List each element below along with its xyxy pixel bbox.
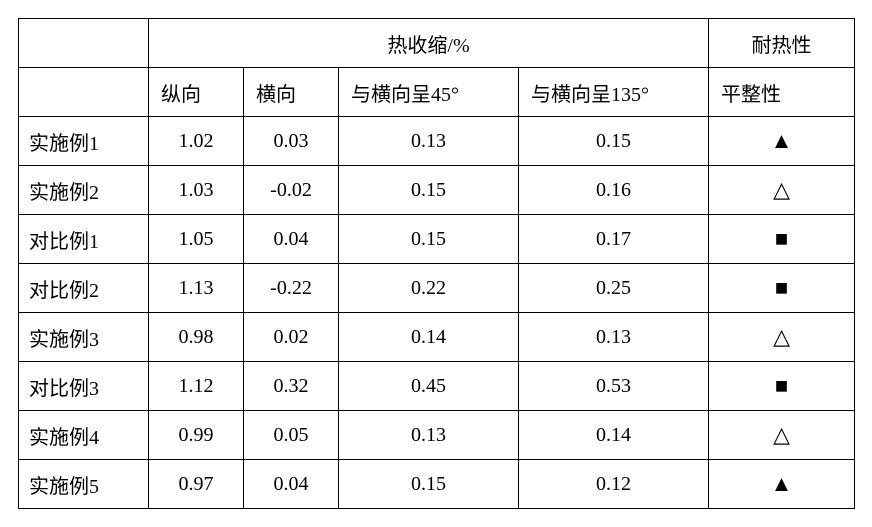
row-label: 对比例3	[19, 362, 149, 411]
cell-value: 0.15	[519, 117, 709, 166]
cell-value: 0.13	[339, 117, 519, 166]
row-label: 实施例5	[19, 460, 149, 509]
header-blank-2	[19, 68, 149, 117]
header-blank	[19, 19, 149, 68]
cell-symbol: ■	[709, 264, 855, 313]
cell-value: 0.98	[149, 313, 244, 362]
row-label: 对比例2	[19, 264, 149, 313]
cell-value: 0.25	[519, 264, 709, 313]
cell-value: 0.15	[339, 166, 519, 215]
cell-value: 0.13	[519, 313, 709, 362]
cell-value: 1.13	[149, 264, 244, 313]
cell-symbol: ■	[709, 215, 855, 264]
cell-value: 1.02	[149, 117, 244, 166]
cell-value: 0.99	[149, 411, 244, 460]
cell-value: 0.53	[519, 362, 709, 411]
cell-value: 0.15	[339, 460, 519, 509]
cell-value: 0.17	[519, 215, 709, 264]
row-label: 实施例1	[19, 117, 149, 166]
cell-value: 0.14	[519, 411, 709, 460]
cell-value: 0.22	[339, 264, 519, 313]
cell-symbol: △	[709, 313, 855, 362]
header-heat-resistance: 耐热性	[709, 19, 855, 68]
table-header: 热收缩/% 耐热性 纵向 横向 与横向呈45° 与横向呈135° 平整性	[19, 19, 855, 117]
cell-value: 0.45	[339, 362, 519, 411]
cell-symbol: ▲	[709, 117, 855, 166]
table-row: 实施例50.970.040.150.12▲	[19, 460, 855, 509]
row-label: 实施例4	[19, 411, 149, 460]
header-flatness: 平整性	[709, 68, 855, 117]
cell-value: 0.02	[244, 313, 339, 362]
shrinkage-table: 热收缩/% 耐热性 纵向 横向 与横向呈45° 与横向呈135° 平整性 实施例…	[18, 18, 855, 509]
cell-value: 1.05	[149, 215, 244, 264]
header-longitudinal: 纵向	[149, 68, 244, 117]
cell-value: 0.12	[519, 460, 709, 509]
header-transverse: 横向	[244, 68, 339, 117]
cell-value: -0.22	[244, 264, 339, 313]
cell-value: 1.12	[149, 362, 244, 411]
header-group-shrinkage: 热收缩/%	[149, 19, 709, 68]
table-row: 实施例40.990.050.130.14△	[19, 411, 855, 460]
cell-value: 0.97	[149, 460, 244, 509]
cell-symbol: ▲	[709, 460, 855, 509]
cell-value: 0.16	[519, 166, 709, 215]
row-label: 对比例1	[19, 215, 149, 264]
cell-value: 0.14	[339, 313, 519, 362]
table-row: 对比例11.050.040.150.17■	[19, 215, 855, 264]
table-row: 对比例31.120.320.450.53■	[19, 362, 855, 411]
table-row: 实施例21.03-0.020.150.16△	[19, 166, 855, 215]
cell-value: 0.04	[244, 460, 339, 509]
cell-symbol: △	[709, 166, 855, 215]
header-45deg: 与横向呈45°	[339, 68, 519, 117]
row-label: 实施例3	[19, 313, 149, 362]
table-row: 实施例30.980.020.140.13△	[19, 313, 855, 362]
cell-symbol: △	[709, 411, 855, 460]
table-row: 实施例11.020.030.130.15▲	[19, 117, 855, 166]
cell-value: 0.05	[244, 411, 339, 460]
cell-value: 1.03	[149, 166, 244, 215]
cell-value: 0.13	[339, 411, 519, 460]
cell-symbol: ■	[709, 362, 855, 411]
cell-value: 0.03	[244, 117, 339, 166]
row-label: 实施例2	[19, 166, 149, 215]
table-row: 对比例21.13-0.220.220.25■	[19, 264, 855, 313]
cell-value: -0.02	[244, 166, 339, 215]
header-135deg: 与横向呈135°	[519, 68, 709, 117]
cell-value: 0.32	[244, 362, 339, 411]
cell-value: 0.04	[244, 215, 339, 264]
table-body: 实施例11.020.030.130.15▲实施例21.03-0.020.150.…	[19, 117, 855, 509]
cell-value: 0.15	[339, 215, 519, 264]
